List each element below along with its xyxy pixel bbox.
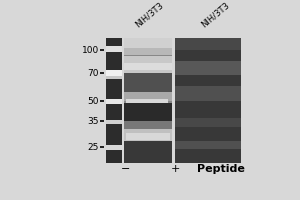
Bar bbox=[175, 38, 241, 163]
Bar bbox=[124, 129, 172, 141]
Bar bbox=[124, 103, 172, 121]
Bar bbox=[106, 38, 241, 163]
Bar bbox=[124, 141, 172, 163]
Bar bbox=[106, 99, 122, 104]
Bar bbox=[106, 70, 122, 76]
Bar bbox=[124, 62, 172, 70]
Text: −: − bbox=[121, 164, 130, 174]
Bar bbox=[126, 99, 168, 103]
Text: 35: 35 bbox=[88, 117, 99, 126]
Text: NIH/3T3: NIH/3T3 bbox=[133, 1, 165, 29]
Bar bbox=[175, 118, 241, 127]
Bar bbox=[106, 76, 122, 79]
Bar bbox=[124, 121, 172, 129]
Bar bbox=[175, 86, 241, 101]
Bar bbox=[124, 56, 172, 73]
Bar bbox=[122, 38, 124, 163]
Bar bbox=[106, 120, 122, 124]
Bar bbox=[175, 38, 241, 50]
Bar bbox=[106, 38, 122, 163]
Bar bbox=[124, 38, 172, 48]
Bar bbox=[175, 61, 241, 75]
Bar bbox=[106, 145, 122, 150]
Text: 100: 100 bbox=[82, 46, 99, 55]
Text: NIH/3T3: NIH/3T3 bbox=[199, 1, 231, 29]
Bar bbox=[106, 46, 122, 52]
Text: +: + bbox=[171, 164, 181, 174]
Bar bbox=[124, 38, 172, 163]
Text: 70: 70 bbox=[88, 69, 99, 78]
Bar bbox=[124, 38, 172, 55]
Text: Peptide: Peptide bbox=[197, 164, 244, 174]
Bar bbox=[172, 38, 175, 163]
Bar bbox=[175, 141, 241, 149]
Bar bbox=[124, 73, 172, 92]
Bar bbox=[124, 92, 172, 101]
Text: 25: 25 bbox=[88, 143, 99, 152]
Bar bbox=[126, 133, 170, 140]
Text: 50: 50 bbox=[88, 97, 99, 106]
